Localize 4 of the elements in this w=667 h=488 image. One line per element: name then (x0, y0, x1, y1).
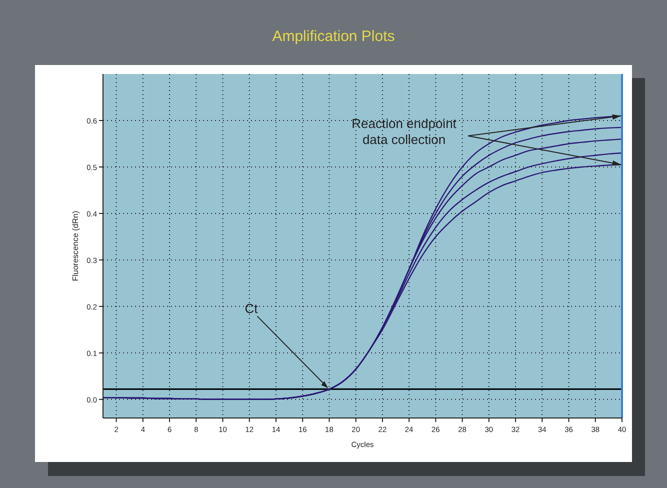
annotation: Reaction endpoint data collection (352, 116, 457, 147)
chart-title: Amplification Plots (272, 28, 395, 45)
y-axis-title: Fluorescence (dRn) (71, 210, 80, 282)
annotation: Ct (244, 301, 258, 316)
